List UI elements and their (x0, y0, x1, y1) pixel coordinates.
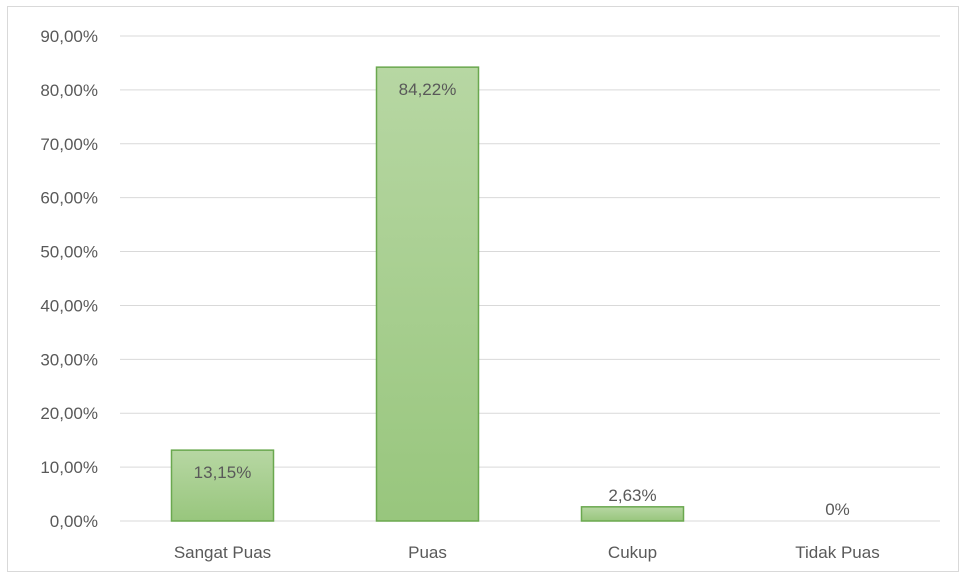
y-tick-label: 40,00% (40, 296, 98, 315)
y-axis-ticks: 0,00% 10,00% 20,00% 30,00% 40,00% 50,00% 60,00… (40, 27, 98, 531)
y-tick-label: 50,00% (40, 243, 98, 262)
y-tick-label: 90,00% (40, 27, 98, 46)
bar (375, 66, 480, 522)
y-tick-label: 30,00% (40, 350, 98, 369)
category-label: Cukup (608, 543, 657, 562)
data-label: 0% (825, 500, 850, 519)
y-tick-label: 10,00% (40, 458, 98, 477)
category-label: Puas (408, 543, 447, 562)
y-tick-label: 0,00% (50, 512, 98, 531)
y-tick-label: 20,00% (40, 404, 98, 423)
y-tick-label: 70,00% (40, 135, 98, 154)
y-tick-label: 80,00% (40, 81, 98, 100)
y-tick-label: 60,00% (40, 189, 98, 208)
bar (580, 506, 685, 522)
category-label: Sangat Puas (174, 543, 271, 562)
category-label: Tidak Puas (795, 543, 879, 562)
data-label: 2,63% (608, 486, 656, 505)
x-axis-categories: Sangat Puas Puas Cukup Tidak Puas (174, 543, 880, 562)
chart-frame (7, 6, 959, 572)
gridlines (120, 35, 940, 522)
data-label: 84,22% (399, 80, 457, 99)
data-labels: 13,15% 84,22% 2,63% 0% (194, 80, 850, 519)
bar (170, 449, 275, 522)
data-label: 13,15% (194, 463, 252, 482)
bars (170, 66, 685, 522)
